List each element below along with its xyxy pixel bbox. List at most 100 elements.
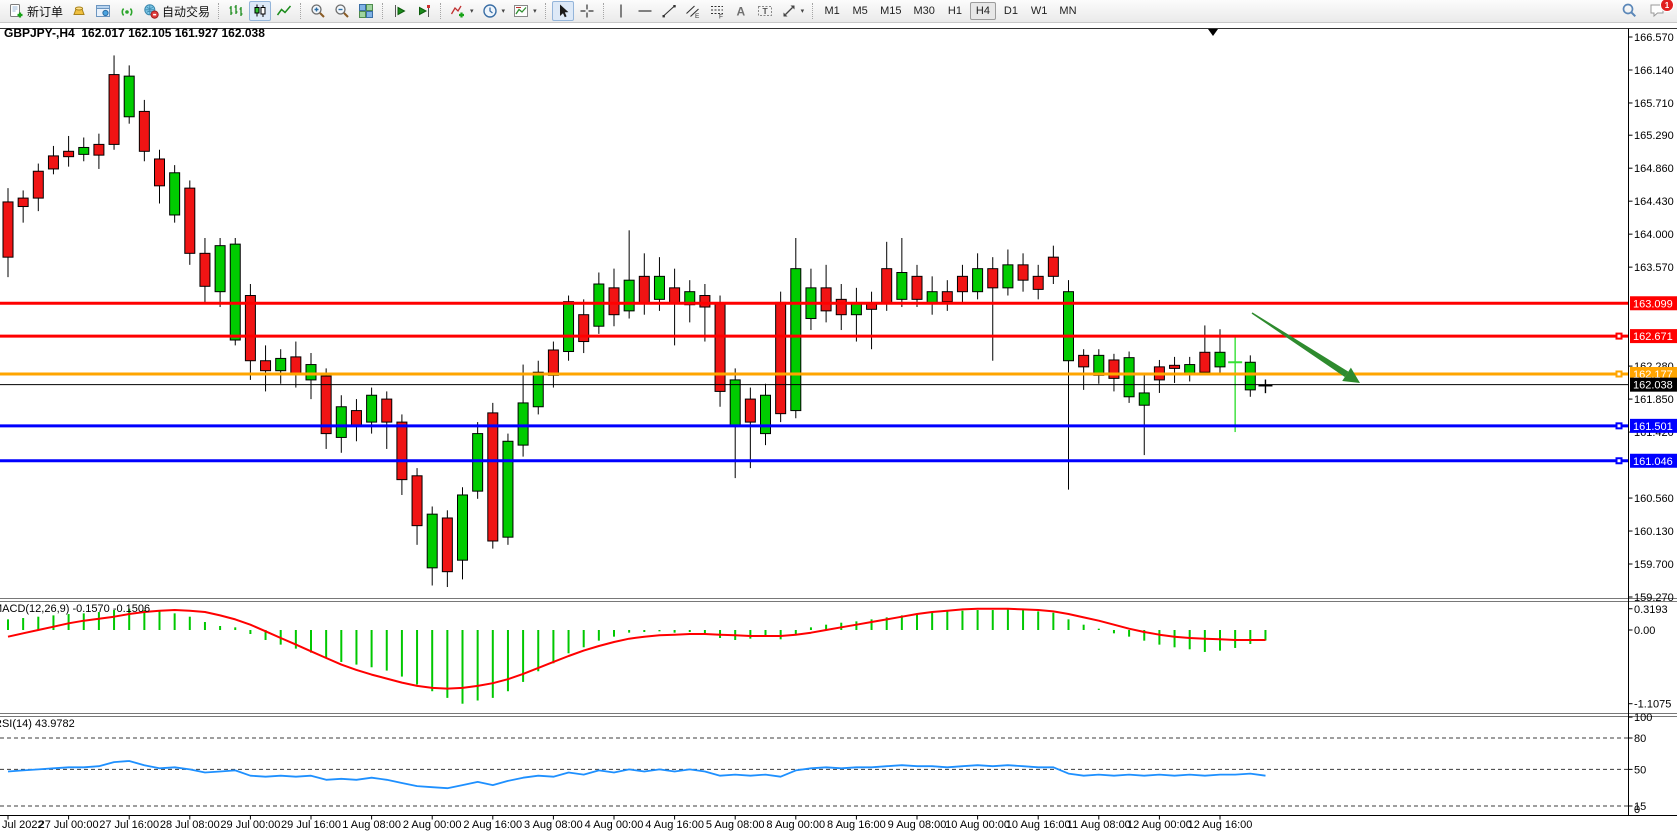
indicators-icon <box>450 3 466 19</box>
candle <box>956 264 968 304</box>
svg-text:159.270: 159.270 <box>1634 592 1674 604</box>
svg-text:10 Aug 16:00: 10 Aug 16:00 <box>1006 819 1071 831</box>
data-window-button[interactable] <box>92 1 114 21</box>
candle <box>457 487 468 580</box>
vertical-line-icon <box>613 3 629 19</box>
svg-text:164.860: 164.860 <box>1634 163 1674 175</box>
timeframe-h4-button[interactable]: H4 <box>969 2 996 20</box>
macd-signal-line <box>7 607 1266 690</box>
annotations[interactable] <box>1208 29 1360 383</box>
svg-text:12 Aug 16:00: 12 Aug 16:00 <box>1188 819 1253 831</box>
timeframe-d1-button[interactable]: D1 <box>998 2 1024 20</box>
periods-button[interactable]: ▾ <box>479 1 509 21</box>
candle <box>93 133 105 169</box>
svg-text:161.501: 161.501 <box>1633 421 1673 433</box>
new-order-button[interactable]: 新订单 <box>5 1 66 21</box>
autotrading-button[interactable]: 自动交易 <box>140 1 213 21</box>
chart-shift-button[interactable] <box>413 1 435 21</box>
svg-text:27 Jul 16:00: 27 Jul 16:00 <box>99 819 159 831</box>
candle <box>78 137 90 162</box>
chart-shift-icon <box>416 3 432 19</box>
trend-line-button[interactable] <box>658 1 680 21</box>
candle <box>805 268 817 331</box>
candle <box>835 284 847 331</box>
svg-text:Jul 2022: Jul 2022 <box>2 819 44 831</box>
tile-windows-icon <box>358 3 374 19</box>
svg-text:162.671: 162.671 <box>1633 331 1673 343</box>
signals-button[interactable] <box>116 1 138 21</box>
line-chart-icon <box>276 3 292 19</box>
candle <box>1093 349 1105 384</box>
candle <box>972 253 984 300</box>
text-icon: A <box>733 3 749 19</box>
trend-arrow-annotation[interactable] <box>1251 312 1349 377</box>
text-button[interactable]: A <box>730 1 752 21</box>
candle <box>760 383 771 446</box>
candle <box>426 506 438 586</box>
macd-pane <box>7 607 1267 704</box>
candle <box>335 395 347 453</box>
zoom-in-button[interactable] <box>307 1 329 21</box>
timeframe-m5-button[interactable]: M5 <box>847 2 873 20</box>
svg-text:T: T <box>762 6 768 16</box>
line-chart-button[interactable] <box>273 1 295 21</box>
candle <box>1199 325 1211 376</box>
chat-button[interactable]: 1 <box>1649 0 1674 20</box>
bar-chart-button[interactable] <box>225 1 247 21</box>
candle <box>820 264 832 323</box>
toolbar-right: 1 <box>1621 0 1674 20</box>
arrows-button[interactable]: ▾ <box>778 1 808 21</box>
price-badge-162.671: 162.671 <box>1630 329 1677 344</box>
toolbar-left: 新订单 自动交易 ▾ ▾ ▾ E F A T ▾ M1 M5 M15 M30 H1 H4 D1 W1 MN <box>4 1 1083 21</box>
svg-text:27 Jul 00:00: 27 Jul 00:00 <box>39 819 99 831</box>
crosshair-button[interactable] <box>576 1 598 21</box>
candle <box>1032 264 1044 300</box>
zoom-out-button[interactable] <box>331 1 353 21</box>
price-badge-161.501: 161.501 <box>1630 418 1677 433</box>
svg-text:163.099: 163.099 <box>1633 298 1673 310</box>
tile-windows-button[interactable] <box>355 1 377 21</box>
timeframe-m1-button[interactable]: M1 <box>819 2 845 20</box>
equidistant-channel-button[interactable]: E <box>682 1 704 21</box>
svg-text:1 Aug 08:00: 1 Aug 08:00 <box>342 819 401 831</box>
macd-axis: 0.3193 0.00 -1.1075 <box>1628 604 1671 711</box>
toolbar-separator <box>382 3 384 19</box>
candle <box>608 268 620 327</box>
auto-scroll-button[interactable] <box>389 1 411 21</box>
candle <box>699 284 711 342</box>
timeframe-w1-button[interactable]: W1 <box>1026 2 1053 20</box>
svg-text:12 Aug 00:00: 12 Aug 00:00 <box>1127 819 1192 831</box>
svg-text:4 Aug 16:00: 4 Aug 16:00 <box>645 819 704 831</box>
templates-button[interactable]: ▾ <box>510 1 540 21</box>
candle <box>1244 355 1256 397</box>
candle <box>123 65 135 124</box>
svg-text:161.046: 161.046 <box>1633 456 1673 468</box>
timeframe-h1-button[interactable]: H1 <box>942 2 968 20</box>
timeframe-mn-button[interactable]: MN <box>1054 2 1081 20</box>
candle <box>502 433 514 545</box>
toolbar: 新订单 自动交易 ▾ ▾ ▾ E F A T ▾ M1 M5 M15 M30 H1 H4 D1 W1 MN 1 <box>0 0 1677 23</box>
candle-chart-button[interactable] <box>249 1 272 21</box>
search-icon <box>1621 2 1637 20</box>
candle <box>775 291 787 423</box>
svg-text:80: 80 <box>1634 733 1646 745</box>
indicators-button[interactable]: ▾ <box>447 1 477 21</box>
chart-shift-marker <box>1208 29 1218 36</box>
svg-text:A: A <box>736 5 745 19</box>
vertical-line-button[interactable] <box>610 1 632 21</box>
timeframe-m30-button[interactable]: M30 <box>909 2 940 20</box>
horizontal-lines[interactable] <box>0 301 1629 465</box>
search-button[interactable] <box>1621 2 1639 20</box>
market-watch-button[interactable] <box>68 1 90 21</box>
text-label-button[interactable]: T <box>754 1 776 21</box>
cursor-button[interactable] <box>551 1 574 21</box>
candle <box>850 287 862 342</box>
timeframe-m15-button[interactable]: M15 <box>875 2 906 20</box>
horizontal-line-button[interactable] <box>634 1 656 21</box>
candle <box>108 55 120 150</box>
fibonacci-button[interactable]: F <box>706 1 728 21</box>
svg-text:8 Aug 00:00: 8 Aug 00:00 <box>766 819 825 831</box>
trend-line-icon <box>661 3 677 19</box>
new-order-icon <box>8 3 24 19</box>
